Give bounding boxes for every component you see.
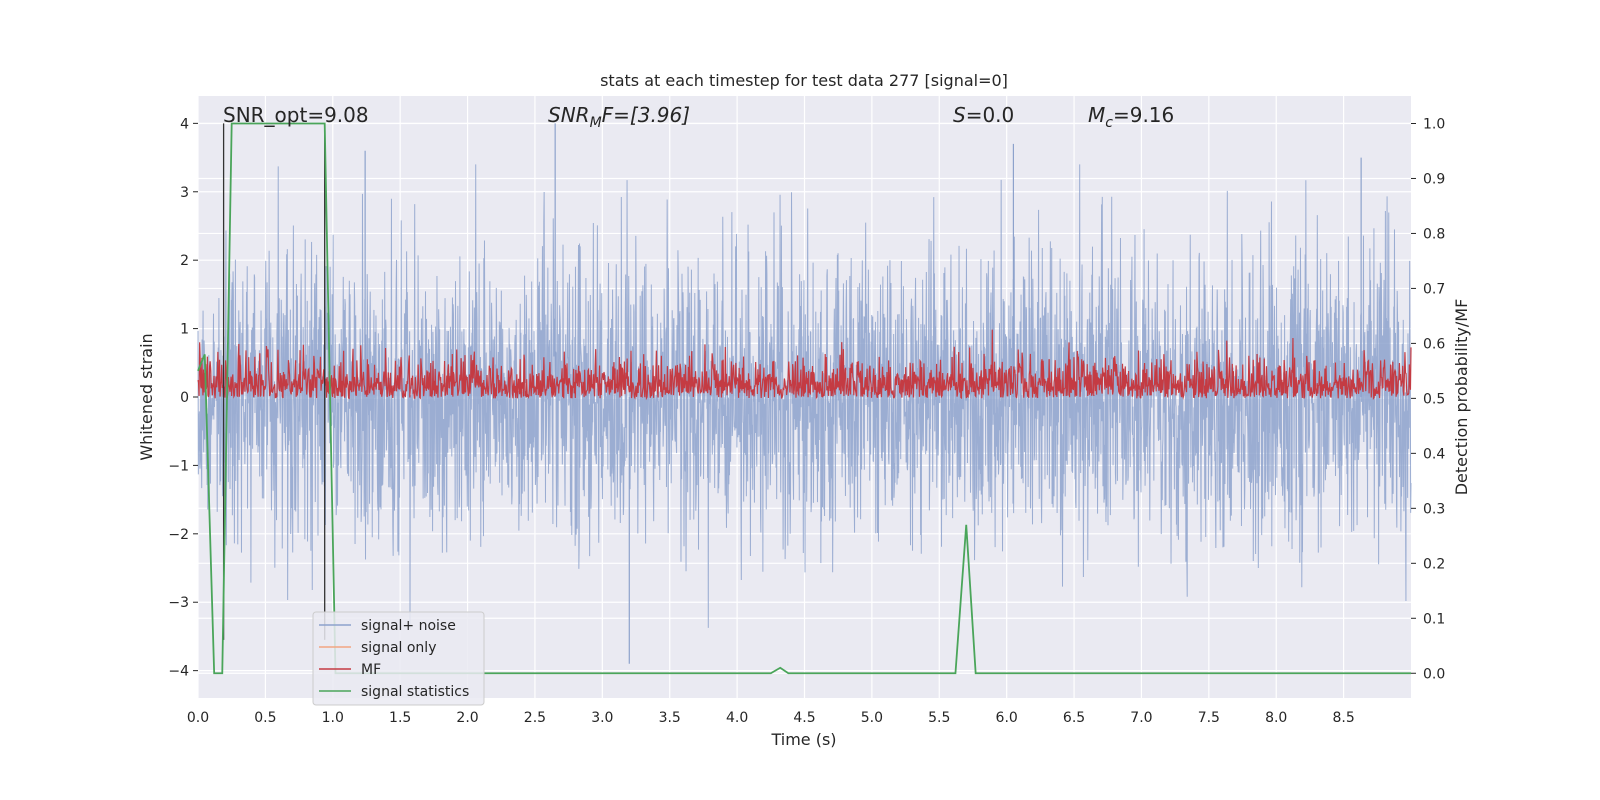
legend-label-signal-only: signal only: [361, 640, 436, 656]
y-left-tick-label: −4: [168, 664, 189, 680]
x-tick-label: 8.5: [1332, 710, 1354, 726]
annotation-mc: Mc=9.16: [1088, 103, 1174, 131]
x-tick-label: 5.0: [861, 710, 883, 726]
x-tick-label: 2.0: [456, 710, 478, 726]
x-tick-label: 4.5: [793, 710, 815, 726]
y-right-tick-label: 0.9: [1423, 171, 1445, 187]
x-tick-label: 7.0: [1130, 710, 1152, 726]
annotation-s-main: S: [953, 103, 966, 127]
x-tick-label: 0.5: [254, 710, 276, 726]
y-left-tick-label: −1: [168, 458, 189, 474]
annotation-snr-mf-tail: F=[3.96]: [602, 103, 690, 127]
x-tick-label: 1.0: [322, 710, 344, 726]
y-left-tick-label: 4: [180, 116, 189, 132]
annotation-s: S=0.0: [953, 103, 1014, 127]
x-axis-ticks: 0.0 0.5 1.0 1.5 2.0 2.5 3.0 3.5 4.0 4.5 5.0 5.5 6.0 6…: [187, 710, 1355, 726]
mf-series: [197, 329, 1412, 401]
y-left-tick-label: −2: [168, 527, 189, 543]
signal-statistics-line: [197, 122, 1411, 675]
y-left-tick-label: 1: [180, 322, 189, 338]
y-right-tick-label: 0.8: [1423, 226, 1445, 242]
mf-line: [197, 329, 1412, 401]
x-tick-label: 5.5: [928, 710, 950, 726]
y-right-tick-label: 0.6: [1423, 336, 1445, 352]
y-axis-left-label: Whitened strain: [137, 333, 156, 460]
x-tick-label: 1.5: [389, 710, 411, 726]
x-tick-label: 3.0: [591, 710, 613, 726]
y-left-tick-label: 0: [180, 390, 189, 406]
x-tick-label: 2.5: [524, 710, 546, 726]
x-tick-label: 7.5: [1198, 710, 1220, 726]
y-right-tick-label: 0.0: [1423, 666, 1445, 682]
x-tick-label: 0.0: [187, 710, 209, 726]
annotation-mc-main: M: [1088, 103, 1105, 127]
chart-title: stats at each timestep for test data 277…: [600, 71, 1008, 90]
x-tick-label: 4.0: [726, 710, 748, 726]
y-right-tick-label: 0.4: [1423, 446, 1445, 462]
annotation-snr-opt: SNR_opt=9.08: [223, 103, 369, 127]
x-tick-label: 3.5: [659, 710, 681, 726]
y-left-tick-label: 3: [180, 185, 189, 201]
legend: signal+ noise signal only MF signal stat…: [312, 611, 485, 706]
y-right-tick-label: 0.7: [1423, 281, 1445, 297]
annotation-mc-sub: c: [1105, 115, 1113, 131]
y-right-tick-label: 0.2: [1423, 556, 1445, 572]
x-tick-label: 8.0: [1265, 710, 1287, 726]
legend-box: [312, 611, 485, 706]
signal-statistics-series: [197, 122, 1411, 675]
x-axis-label: Time (s): [770, 730, 836, 749]
y-right-tick-label: 0.3: [1423, 501, 1445, 517]
legend-label-mf: MF: [361, 662, 381, 678]
annotation-snr-mf: SNRMF=[3.96]: [548, 103, 690, 131]
y-axis-left-ticks: −4 −3 −2 −1 0 1 2 3 4: [168, 116, 198, 680]
x-tick-label: 6.0: [996, 710, 1018, 726]
y-left-tick-label: −3: [168, 595, 189, 611]
y-right-tick-label: 0.1: [1423, 611, 1445, 627]
annotation-snr-mf-sub: M: [590, 115, 602, 131]
y-right-tick-label: 0.5: [1423, 391, 1445, 407]
y-right-tick-label: 1.0: [1423, 116, 1445, 132]
y-axis-right-label: Detection probability/MF: [1452, 299, 1471, 496]
legend-label-signal-statistics: signal statistics: [361, 684, 469, 700]
annotation-snr-mf-main: SNR: [548, 103, 590, 127]
annotation-s-tail: =0.0: [966, 103, 1015, 127]
x-tick-label: 6.5: [1063, 710, 1085, 726]
y-left-tick-label: 2: [180, 253, 189, 269]
legend-label-signal-noise: signal+ noise: [361, 618, 456, 634]
annotation-mc-tail: =9.16: [1113, 103, 1174, 127]
y-axis-right-ticks: 0.0 0.1 0.2 0.3 0.4 0.5 0.6 0.7 0.8 0.9 1.0: [1411, 116, 1445, 682]
